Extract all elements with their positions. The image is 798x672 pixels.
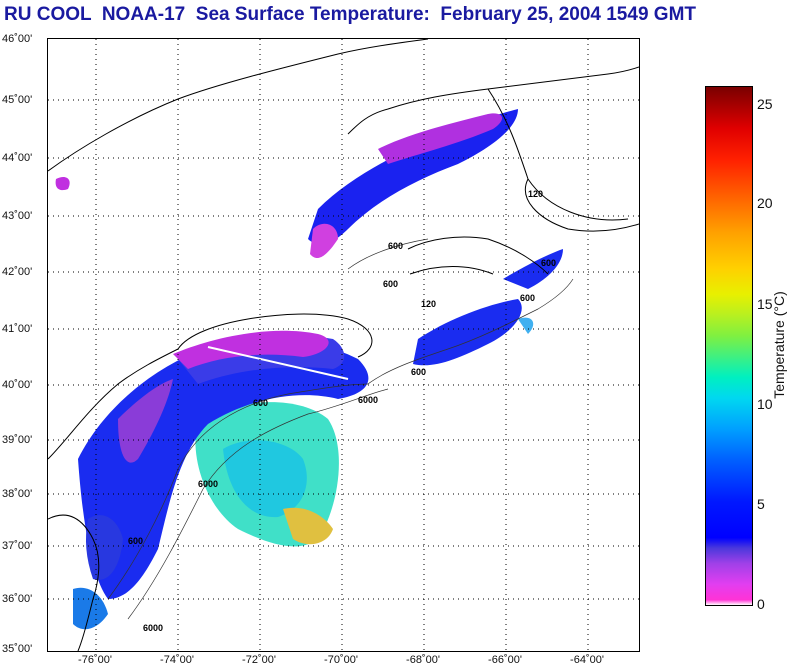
lat-label: 45˚00': [2, 94, 33, 106]
lat-label: 37˚00': [2, 540, 33, 552]
lat-label: 43˚00': [2, 210, 33, 222]
lon-label: -70˚00': [324, 654, 358, 666]
lon-label: -64˚00': [570, 654, 604, 666]
lat-label: 42˚00': [2, 266, 33, 278]
contour-label: 6000: [358, 395, 378, 405]
contour-label: 600: [253, 398, 268, 408]
sst-map-canvas: 600 600 600 6000 6000 600 600 600 6000 6…: [48, 39, 639, 651]
contour-label: 600: [411, 367, 426, 377]
lon-label: -66˚00': [488, 654, 522, 666]
lat-label: 41˚00': [2, 323, 33, 335]
contour-label: 600: [128, 536, 143, 546]
lon-label: -74˚00': [160, 654, 194, 666]
lat-label: 35˚00': [2, 643, 33, 655]
contour-label: 6000: [143, 623, 163, 633]
transect-line: [207, 346, 349, 380]
contour-label: 120: [528, 189, 543, 199]
colorbar-tick: 20: [757, 195, 773, 211]
colorbar-tick: 0: [757, 596, 765, 612]
bathymetry-contours: [107, 238, 574, 620]
sst-field: [55, 109, 563, 630]
map-title: RU COOL NOAA-17 Sea Surface Temperature:…: [4, 4, 696, 25]
colorbar-tick: 15: [757, 296, 773, 312]
contour-label: 600: [388, 241, 403, 251]
lat-label: 39˚00': [2, 434, 33, 446]
temperature-colorbar: [705, 86, 753, 606]
colorbar-tick: 5: [757, 496, 765, 512]
contour-label: 600: [541, 258, 556, 268]
lat-label: 46˚00': [2, 33, 33, 45]
colorbar-label: Temperature (°C): [771, 291, 787, 399]
graticule: [48, 39, 639, 651]
contour-label: 600: [520, 293, 535, 303]
coastline: [48, 39, 639, 651]
lon-label: -72˚00': [242, 654, 276, 666]
lat-label: 40˚00': [2, 379, 33, 391]
lon-label: -76˚00': [78, 654, 112, 666]
colorbar-tick: 10: [757, 396, 773, 412]
sst-map: 600 600 600 6000 6000 600 600 600 6000 6…: [47, 38, 640, 652]
contour-label: 120: [421, 299, 436, 309]
lat-label: 44˚00': [2, 152, 33, 164]
lon-label: -68˚00': [406, 654, 440, 666]
lat-label: 38˚00': [2, 488, 33, 500]
lat-label: 36˚00': [2, 593, 33, 605]
colorbar-tick: 25: [757, 96, 773, 112]
contour-label: 600: [383, 279, 398, 289]
contour-label: 6000: [198, 479, 218, 489]
